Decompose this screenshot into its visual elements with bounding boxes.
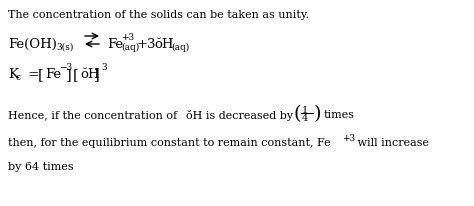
Text: by 64 times: by 64 times xyxy=(8,162,73,172)
Text: will increase: will increase xyxy=(354,138,429,148)
Text: (: ( xyxy=(294,105,301,123)
Text: c: c xyxy=(16,73,21,82)
Text: ŏH: ŏH xyxy=(80,68,100,81)
Text: =: = xyxy=(24,68,39,81)
Text: then, for the equilibrium constant to remain constant, Fe: then, for the equilibrium constant to re… xyxy=(8,138,331,148)
Text: 4: 4 xyxy=(302,114,308,123)
Text: ]: ] xyxy=(66,68,72,82)
Text: ): ) xyxy=(314,105,321,123)
Text: [: [ xyxy=(38,68,44,82)
Text: +3: +3 xyxy=(121,33,134,42)
Text: ŏH is decreased by: ŏH is decreased by xyxy=(186,110,297,121)
Text: +3: +3 xyxy=(137,38,156,51)
Text: (aq): (aq) xyxy=(171,43,189,52)
Text: [: [ xyxy=(73,68,79,82)
Text: 3(s): 3(s) xyxy=(56,43,73,52)
Text: −3: −3 xyxy=(59,63,72,72)
Text: +3: +3 xyxy=(342,134,355,143)
Text: Fe: Fe xyxy=(107,38,123,51)
Text: Fe: Fe xyxy=(45,68,61,81)
Text: ]: ] xyxy=(94,68,100,82)
Text: Hence, if the concentration of: Hence, if the concentration of xyxy=(8,110,181,120)
Text: 1: 1 xyxy=(302,106,308,115)
Text: times: times xyxy=(324,110,355,120)
Text: K: K xyxy=(8,68,18,81)
Text: Fe(OH): Fe(OH) xyxy=(8,38,57,51)
Text: ŏH: ŏH xyxy=(154,38,173,51)
Text: 3: 3 xyxy=(101,63,107,72)
Text: The concentration of the solids can be taken as unity.: The concentration of the solids can be t… xyxy=(8,10,309,20)
Text: (aq): (aq) xyxy=(121,43,139,52)
